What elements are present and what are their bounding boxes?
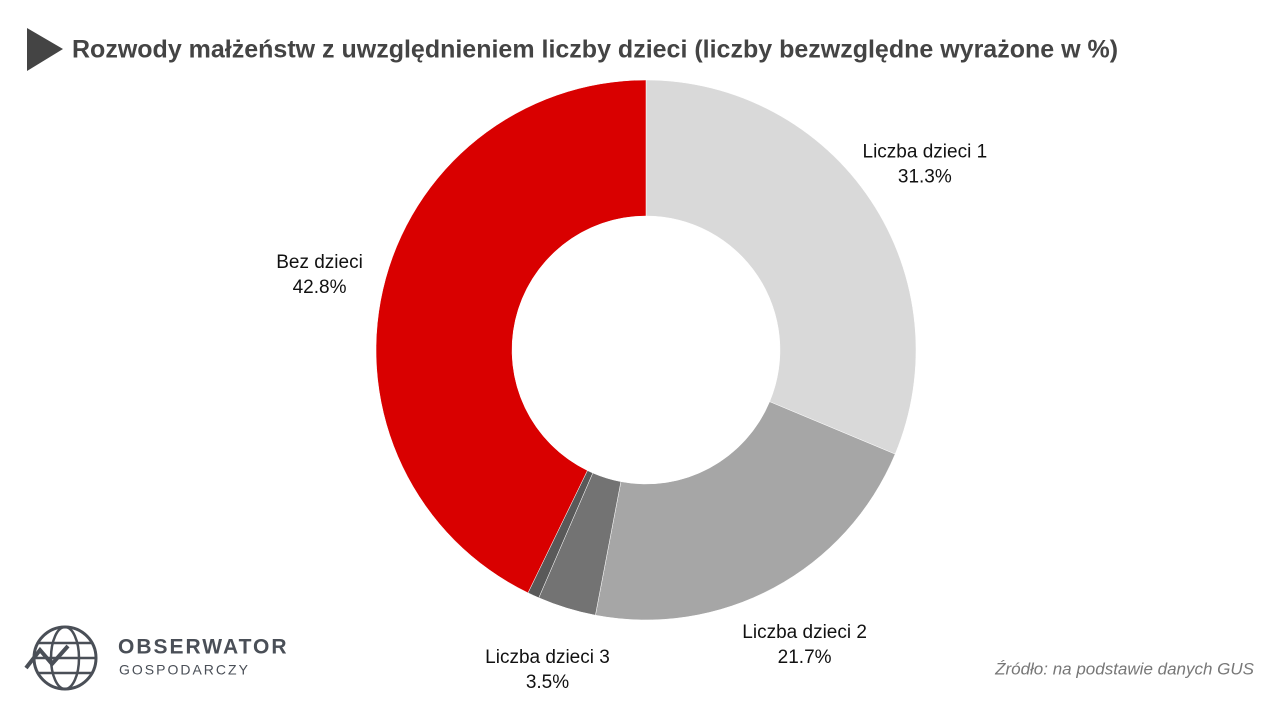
source-note: Źródło: na podstawie danych GUS [994, 659, 1255, 678]
slice-label: Liczba dzieci 3 [485, 647, 610, 668]
slice-label: Liczba dzieci 1 [863, 141, 988, 162]
brand-name: OBSERWATOR [118, 636, 289, 659]
slice-label: Bez dzieci [276, 252, 363, 273]
logo: OBSERWATOR GOSPODARCZY [24, 625, 289, 691]
slice-label: Liczba dzieci 2 [742, 622, 867, 643]
chart-title: Rozwody małżeństw z uwzględnieniem liczb… [72, 36, 1118, 64]
logo-arrow [24, 644, 70, 670]
donut-slice [595, 401, 896, 621]
brand-subtitle: GOSPODARCZY [119, 662, 250, 678]
slice-value-label: 31.3% [898, 166, 952, 187]
donut-slice [645, 79, 917, 455]
slice-value-label: 3.5% [526, 672, 569, 693]
title-icon [27, 28, 63, 71]
slice-value-label: 42.8% [293, 277, 347, 298]
slice-value-label: 21.7% [778, 647, 832, 668]
